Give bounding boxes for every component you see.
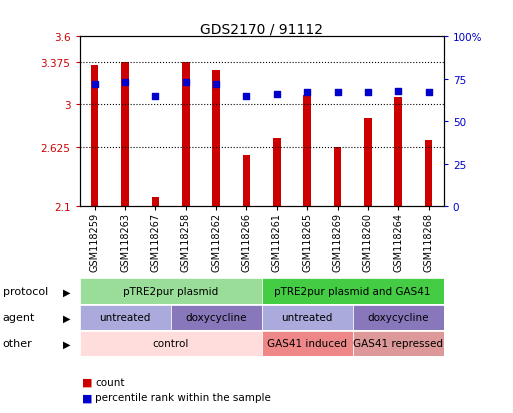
Bar: [80, 305, 170, 330]
Text: ▶: ▶: [63, 287, 71, 297]
Text: untreated: untreated: [282, 313, 333, 323]
Title: GDS2170 / 91112: GDS2170 / 91112: [200, 22, 323, 36]
Text: doxycycline: doxycycline: [367, 313, 429, 323]
Text: ▶: ▶: [63, 339, 71, 349]
Point: [121, 80, 129, 86]
Bar: [182, 63, 189, 206]
Text: agent: agent: [3, 313, 35, 323]
Point: [394, 88, 402, 95]
Text: doxycycline: doxycycline: [185, 313, 247, 323]
Text: GAS41 induced: GAS41 induced: [267, 339, 347, 349]
Bar: [364, 119, 371, 206]
Text: ▶: ▶: [63, 313, 71, 323]
Bar: [152, 197, 159, 206]
Bar: [273, 139, 281, 206]
Text: ■: ■: [82, 392, 92, 402]
Point: [212, 81, 220, 88]
Text: ■: ■: [82, 377, 92, 387]
Point: [424, 90, 432, 96]
Point: [273, 91, 281, 98]
Text: other: other: [3, 339, 32, 349]
Text: GAS41 repressed: GAS41 repressed: [353, 339, 443, 349]
Text: pTRE2pur plasmid and GAS41: pTRE2pur plasmid and GAS41: [274, 287, 431, 297]
Bar: [425, 141, 432, 206]
Point: [364, 90, 372, 96]
Bar: [262, 279, 444, 304]
Bar: [243, 156, 250, 206]
Point: [182, 80, 190, 86]
Bar: [91, 65, 98, 206]
Bar: [353, 331, 444, 356]
Text: percentile rank within the sample: percentile rank within the sample: [95, 392, 271, 402]
Text: protocol: protocol: [3, 287, 48, 297]
Bar: [334, 148, 341, 206]
Text: control: control: [152, 339, 189, 349]
Bar: [303, 96, 311, 206]
Bar: [262, 331, 353, 356]
Bar: [121, 63, 129, 206]
Point: [242, 93, 250, 100]
Point: [151, 93, 160, 100]
Text: pTRE2pur plasmid: pTRE2pur plasmid: [123, 287, 218, 297]
Point: [333, 90, 342, 96]
Point: [303, 90, 311, 96]
Text: count: count: [95, 377, 125, 387]
Bar: [80, 279, 262, 304]
Bar: [212, 71, 220, 206]
Bar: [262, 305, 353, 330]
Point: [91, 81, 99, 88]
Text: untreated: untreated: [100, 313, 151, 323]
Bar: [394, 98, 402, 206]
Bar: [80, 331, 262, 356]
Bar: [170, 305, 262, 330]
Bar: [353, 305, 444, 330]
